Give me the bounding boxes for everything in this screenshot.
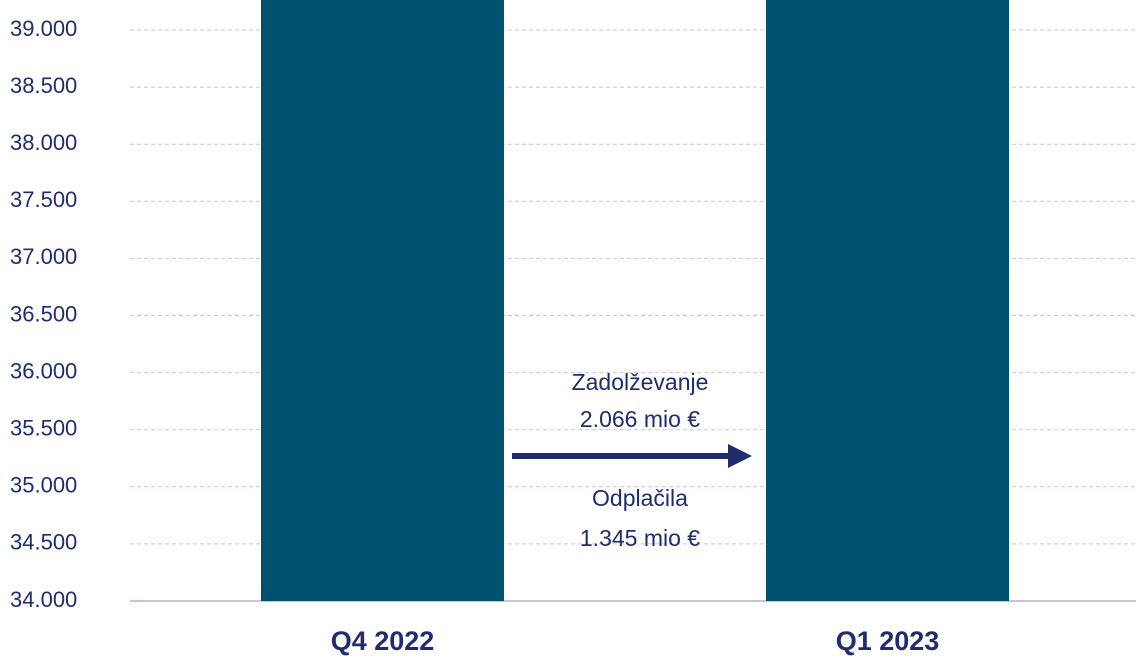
- y-tick-label: 36.000: [10, 358, 77, 383]
- y-tick-label: 37.000: [10, 244, 77, 269]
- y-tick-label: 38.500: [10, 73, 77, 98]
- y-tick-label: 38.000: [10, 130, 77, 155]
- y-tick-label: 39.000: [10, 16, 77, 41]
- y-tick-label: 37.500: [10, 187, 77, 212]
- x-tick-label: Q4 2022: [331, 626, 435, 656]
- y-tick-label: 36.500: [10, 301, 77, 326]
- bar-segment: [766, 0, 1009, 601]
- y-tick-label: 34.000: [10, 587, 77, 612]
- y-tick-label: 35.500: [10, 416, 77, 441]
- annotation: Zadolževanje: [572, 369, 709, 395]
- bar-segment: [261, 0, 504, 601]
- x-tick-label: Q1 2023: [836, 626, 940, 656]
- annotation: Odplačila: [592, 485, 688, 511]
- arrow-head: [728, 444, 752, 468]
- y-tick-label: 35.000: [10, 473, 77, 498]
- annotation: 1.345 mio €: [580, 525, 700, 551]
- y-tick-label: 34.500: [10, 530, 77, 555]
- annotation: 2.066 mio €: [580, 406, 700, 432]
